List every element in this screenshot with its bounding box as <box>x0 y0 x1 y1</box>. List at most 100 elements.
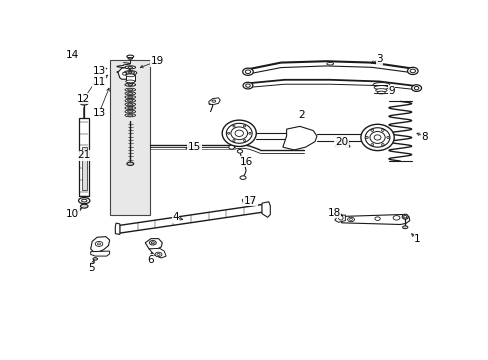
Ellipse shape <box>401 214 407 219</box>
Polygon shape <box>341 215 409 225</box>
Text: 3: 3 <box>375 54 382 64</box>
Ellipse shape <box>226 123 252 143</box>
Ellipse shape <box>126 72 134 74</box>
Text: 5: 5 <box>88 263 95 273</box>
Ellipse shape <box>370 129 373 131</box>
Ellipse shape <box>127 93 133 94</box>
Polygon shape <box>242 196 255 203</box>
Polygon shape <box>118 68 131 79</box>
Text: 13: 13 <box>92 66 105 76</box>
Polygon shape <box>145 239 162 250</box>
Ellipse shape <box>125 66 135 69</box>
Text: 8: 8 <box>421 132 427 141</box>
Polygon shape <box>208 98 220 105</box>
Ellipse shape <box>125 95 135 99</box>
Ellipse shape <box>245 70 250 73</box>
Ellipse shape <box>127 104 133 105</box>
Text: 15: 15 <box>187 142 201 152</box>
Text: 10: 10 <box>66 209 79 219</box>
Ellipse shape <box>128 84 132 86</box>
Ellipse shape <box>222 120 256 147</box>
Ellipse shape <box>407 67 417 75</box>
Ellipse shape <box>228 145 234 149</box>
Ellipse shape <box>128 67 132 68</box>
Ellipse shape <box>149 240 156 245</box>
Ellipse shape <box>386 136 389 139</box>
Text: 21: 21 <box>77 150 90 161</box>
Polygon shape <box>282 126 316 150</box>
Polygon shape <box>262 202 270 217</box>
Ellipse shape <box>402 226 407 229</box>
Text: 12: 12 <box>77 94 90 104</box>
Ellipse shape <box>242 68 253 75</box>
Ellipse shape <box>381 144 384 146</box>
Ellipse shape <box>372 82 389 87</box>
Polygon shape <box>90 251 109 256</box>
Ellipse shape <box>413 86 418 90</box>
Ellipse shape <box>81 199 87 202</box>
Ellipse shape <box>411 85 421 91</box>
Polygon shape <box>149 248 166 258</box>
Ellipse shape <box>373 86 388 90</box>
Ellipse shape <box>125 80 135 83</box>
Ellipse shape <box>326 63 333 65</box>
Text: 6: 6 <box>146 255 153 265</box>
Ellipse shape <box>227 132 229 134</box>
Ellipse shape <box>125 107 135 109</box>
Bar <box>79 118 89 195</box>
Ellipse shape <box>334 145 339 148</box>
Ellipse shape <box>125 103 135 106</box>
Ellipse shape <box>125 83 135 86</box>
Ellipse shape <box>232 140 235 141</box>
Ellipse shape <box>128 72 132 73</box>
Ellipse shape <box>373 135 380 140</box>
Ellipse shape <box>123 71 137 75</box>
Bar <box>81 148 86 190</box>
Ellipse shape <box>243 140 245 141</box>
Polygon shape <box>115 223 120 234</box>
Ellipse shape <box>374 217 380 220</box>
Text: 18: 18 <box>326 208 340 218</box>
Text: 1: 1 <box>413 234 420 244</box>
Text: 13: 13 <box>92 108 105 118</box>
Ellipse shape <box>240 176 245 179</box>
Polygon shape <box>334 215 345 222</box>
Ellipse shape <box>245 198 249 201</box>
Ellipse shape <box>237 149 242 153</box>
Ellipse shape <box>127 89 133 91</box>
Text: 17: 17 <box>244 195 257 206</box>
Ellipse shape <box>230 127 247 140</box>
Ellipse shape <box>82 102 86 104</box>
Ellipse shape <box>126 55 133 58</box>
Ellipse shape <box>80 100 88 105</box>
Ellipse shape <box>365 128 389 147</box>
Ellipse shape <box>345 145 349 148</box>
Ellipse shape <box>365 136 367 139</box>
Text: 7: 7 <box>206 104 213 114</box>
Bar <box>110 60 150 215</box>
Ellipse shape <box>125 92 135 95</box>
Text: 20: 20 <box>334 137 347 147</box>
Ellipse shape <box>248 132 250 134</box>
Ellipse shape <box>93 258 97 260</box>
Ellipse shape <box>381 129 384 131</box>
Ellipse shape <box>125 114 135 117</box>
Ellipse shape <box>349 219 352 220</box>
Ellipse shape <box>392 216 399 220</box>
Text: 16: 16 <box>240 157 253 167</box>
Text: 14: 14 <box>66 50 79 60</box>
Ellipse shape <box>403 216 406 218</box>
Ellipse shape <box>232 125 235 127</box>
Bar <box>125 75 135 81</box>
Text: 9: 9 <box>387 86 394 96</box>
Ellipse shape <box>155 252 162 257</box>
Ellipse shape <box>125 74 135 77</box>
Ellipse shape <box>211 100 215 102</box>
Ellipse shape <box>347 217 354 222</box>
Ellipse shape <box>127 96 133 98</box>
Ellipse shape <box>338 216 343 220</box>
Ellipse shape <box>377 91 385 94</box>
Ellipse shape <box>122 72 126 75</box>
Ellipse shape <box>81 204 88 208</box>
Ellipse shape <box>243 125 245 127</box>
